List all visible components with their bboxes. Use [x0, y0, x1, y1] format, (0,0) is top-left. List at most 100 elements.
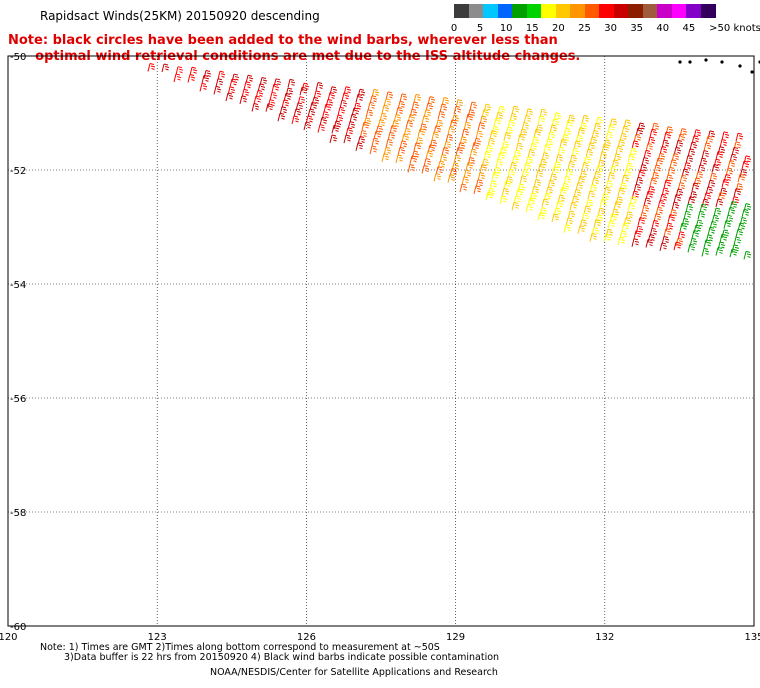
- wind-barb: [309, 101, 318, 111]
- wind-barb: [659, 146, 668, 155]
- wind-barb: [691, 182, 700, 192]
- wind-barb: [345, 127, 354, 136]
- wind-barb: [605, 180, 614, 189]
- legend-swatch: [454, 4, 470, 18]
- wind-barb: [567, 160, 576, 170]
- wind-barb: [553, 207, 562, 217]
- wind-barb: [461, 128, 470, 138]
- wind-barb: [721, 178, 730, 188]
- wind-barb: [355, 93, 364, 103]
- wind-barb: [715, 151, 724, 160]
- wind-barb: [217, 70, 226, 80]
- grid-lines: [7, 55, 755, 627]
- wind-barb: [507, 168, 516, 178]
- wind-barb: [325, 98, 334, 108]
- wind-barb: [651, 219, 660, 229]
- wind-barb: [531, 136, 540, 146]
- wind-barb: [525, 108, 534, 117]
- wind-barb: [333, 120, 342, 130]
- wind-barb: [369, 95, 378, 104]
- wind-barb: [447, 174, 456, 183]
- wind-barb: [635, 225, 644, 235]
- wind-barb: [647, 136, 656, 146]
- wind-barb: [681, 168, 690, 178]
- wind-barb: [349, 113, 358, 123]
- wind-barb: [541, 152, 550, 161]
- wind-barb: [647, 233, 656, 243]
- wind-barb: [703, 239, 712, 249]
- wind-barb: [243, 81, 252, 90]
- legend-swatch: [483, 4, 499, 18]
- wind-barb: [361, 121, 370, 131]
- latitude-label: -54: [10, 280, 26, 291]
- wind-barb: [637, 122, 646, 132]
- wind-barb: [683, 210, 692, 220]
- wind-barb: [479, 164, 488, 173]
- wind-barb: [477, 122, 486, 131]
- wind-barb: [665, 126, 674, 135]
- wind-barb: [567, 210, 576, 220]
- wind-barb: [499, 195, 508, 205]
- wind-barb: [429, 139, 438, 149]
- wind-barbs: [147, 58, 760, 260]
- contamination-circle: [688, 60, 692, 64]
- longitude-label: 126: [297, 632, 316, 643]
- contamination-circle: [720, 60, 724, 64]
- wind-barb: [637, 217, 646, 226]
- wind-barb: [701, 247, 710, 257]
- longitude-label: 132: [595, 632, 614, 643]
- wind-barb: [581, 212, 590, 221]
- wind-barb: [273, 78, 282, 87]
- wind-barb: [481, 158, 490, 168]
- wind-barb: [537, 163, 546, 173]
- wind-barb: [485, 144, 494, 154]
- wind-barb: [633, 133, 642, 143]
- wind-barb: [373, 130, 382, 140]
- wind-barb: [375, 125, 384, 135]
- wind-barb: [383, 98, 392, 107]
- wind-barb: [411, 150, 420, 160]
- wind-barb: [417, 128, 426, 137]
- wind-barb: [621, 174, 630, 184]
- wind-barb: [739, 168, 748, 178]
- wind-barb: [707, 179, 716, 189]
- wind-barb: [709, 220, 718, 230]
- wind-barb: [609, 213, 618, 223]
- wind-barb: [475, 179, 484, 188]
- wind-barb: [359, 130, 368, 139]
- wind-barb: [369, 145, 378, 155]
- wind-barb: [539, 158, 548, 168]
- wind-barb: [671, 152, 680, 162]
- wind-barb: [385, 138, 394, 148]
- legend-label: 20: [552, 23, 565, 34]
- wind-barb: [339, 99, 348, 109]
- wind-barb: [521, 121, 530, 131]
- wind-barb: [555, 154, 564, 163]
- wind-barb: [677, 231, 686, 240]
- legend-swatch: [570, 4, 586, 18]
- wind-barb: [689, 237, 698, 247]
- wind-barb: [579, 122, 588, 131]
- wind-barb: [735, 132, 744, 142]
- wind-barb: [631, 140, 640, 149]
- contamination-circle: [678, 60, 682, 64]
- wind-barb: [685, 154, 694, 164]
- wind-barb: [393, 114, 402, 123]
- wind-barb: [469, 101, 478, 111]
- wind-barb: [535, 170, 544, 179]
- wind-barb: [603, 139, 612, 149]
- wind-barb: [619, 132, 628, 142]
- wind-barb: [517, 133, 526, 143]
- wind-barb: [617, 236, 626, 246]
- wind-barb: [293, 108, 302, 118]
- wind-barb: [605, 228, 614, 238]
- wind-barb: [323, 103, 332, 113]
- wind-barb: [231, 73, 240, 83]
- wind-barb: [595, 214, 604, 223]
- contamination-note: Note: black circles have been added to t…: [8, 33, 580, 65]
- wind-barb: [253, 95, 262, 105]
- wind-barb: [559, 186, 568, 196]
- wind-barb: [635, 127, 644, 137]
- wind-barb: [327, 91, 336, 101]
- wind-barb: [463, 169, 472, 179]
